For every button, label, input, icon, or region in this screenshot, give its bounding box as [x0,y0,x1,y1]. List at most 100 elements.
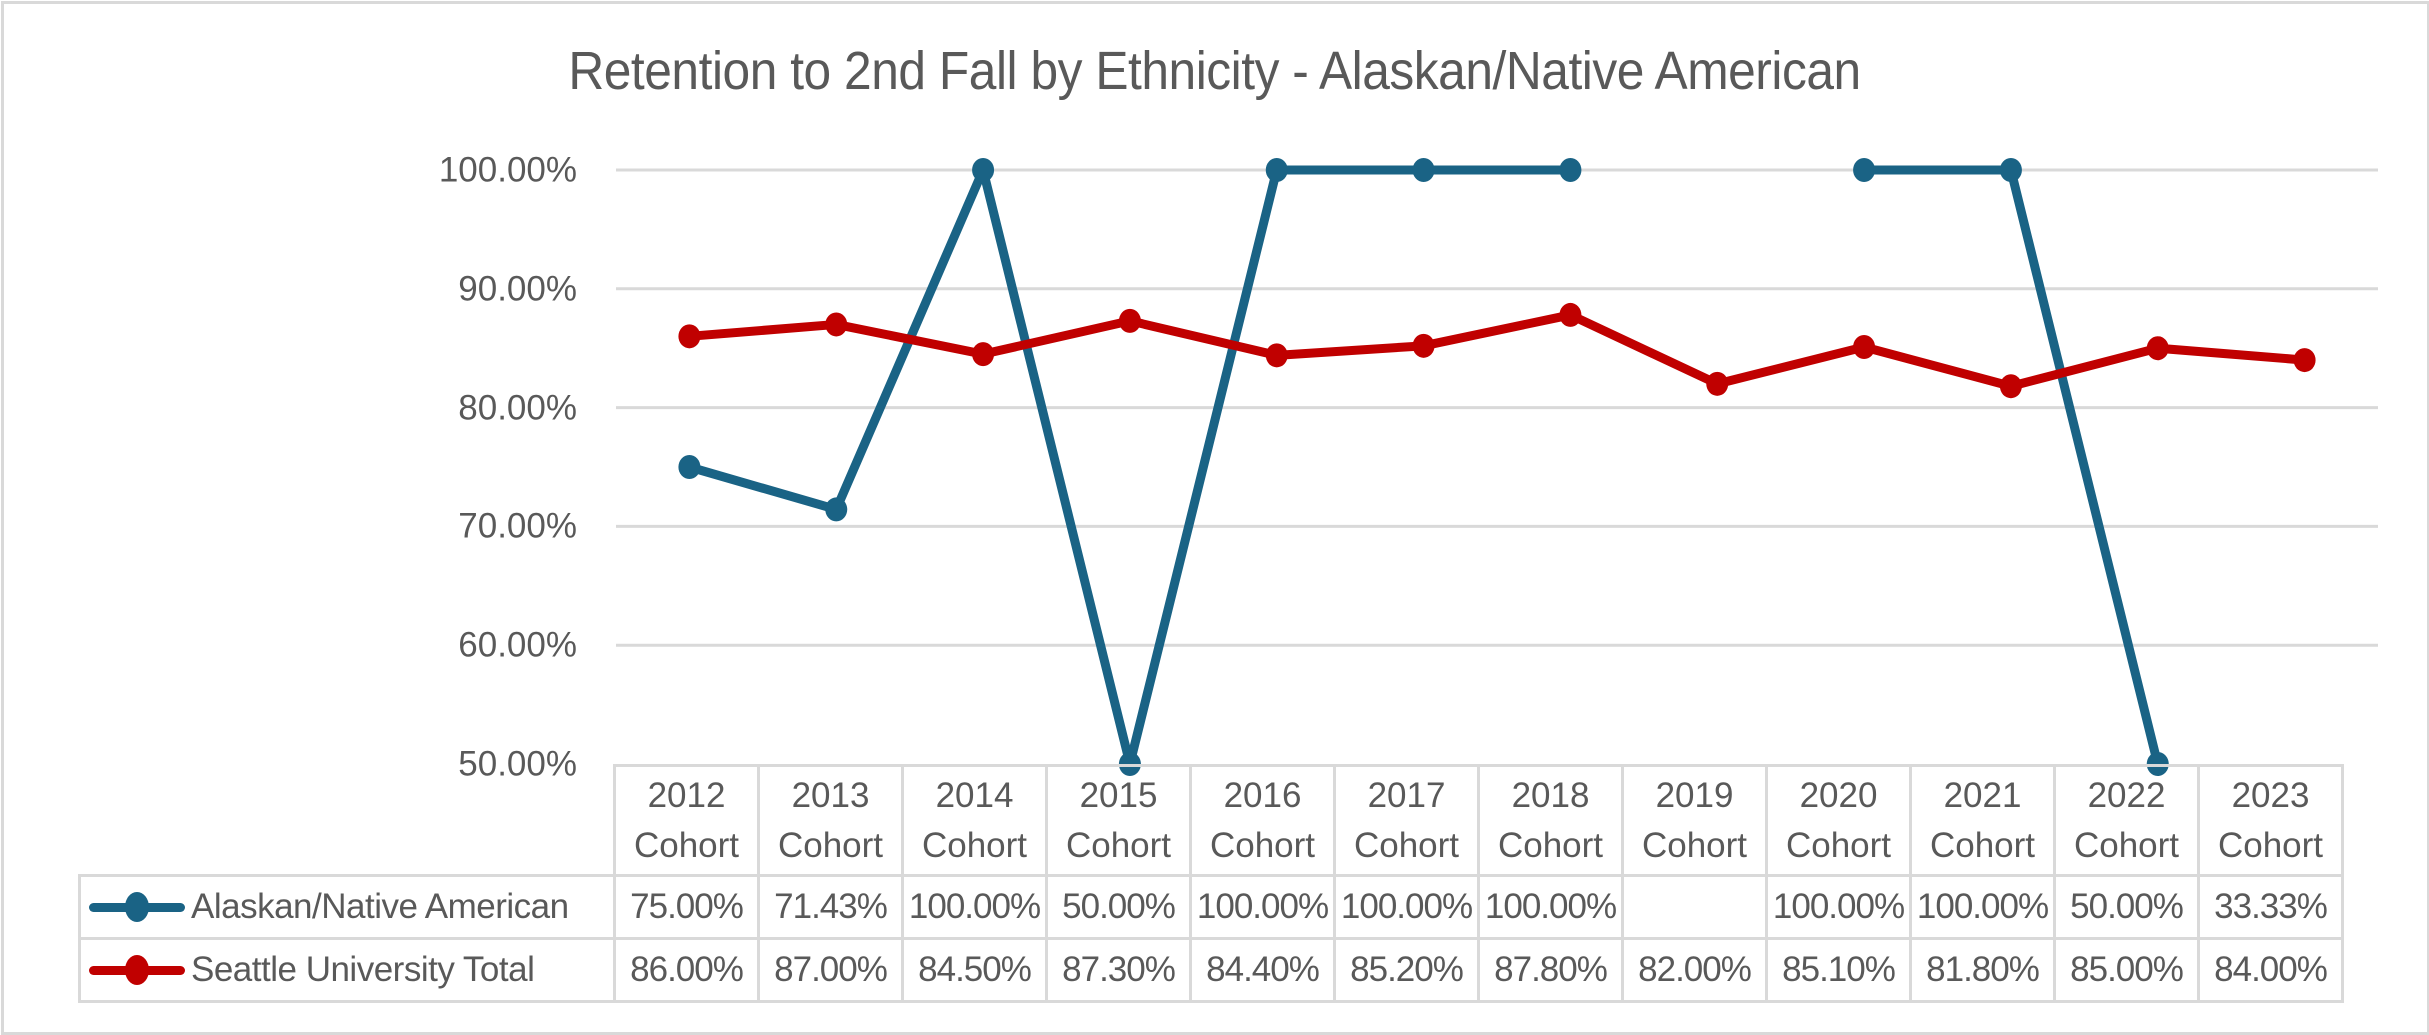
category-suffix: Cohort [633,825,740,865]
data-table-cell [1621,874,1768,940]
data-table-cell: 50.00% [2053,874,2200,940]
y-tick-label: 100.00% [438,150,577,190]
data-point-marker[interactable] [1999,158,2022,182]
data-table-row: Alaskan/Native American 75.00% 71.43% 100.0… [78,874,2344,940]
data-table-cell: 81.80% [1909,937,2056,1003]
y-tick-label: 70.00% [458,506,577,546]
data-table-cell: 50.00% [1045,874,1192,940]
category-suffix: Cohort [1065,825,1172,865]
data-point-marker[interactable] [1853,335,1876,360]
data-point-marker[interactable] [678,455,701,479]
category-header: 2018 Cohort [1477,764,1624,877]
y-tick-label: 90.00% [458,269,577,309]
data-table-cell: 33.33% [2197,874,2344,940]
y-tick-label: 80.00% [458,388,577,428]
category-year: 2018 [1511,775,1590,815]
category-header: 2013 Cohort [757,764,904,877]
data-point-marker[interactable] [1559,158,1582,182]
category-year: 2021 [1943,775,2022,815]
category-header: 2021 Cohort [1909,764,2056,877]
category-suffix: Cohort [777,825,884,865]
data-table-row: Seattle University Total 86.00% 87.00% 84.5… [78,937,2344,1003]
data-table-cell: 85.10% [1765,937,1912,1003]
legend-entry[interactable]: Seattle University Total [78,937,616,1003]
data-table-cell: 87.80% [1477,937,1624,1003]
data-table-cell: 82.00% [1621,937,1768,1003]
data-table-corner [79,765,616,877]
data-point-marker[interactable] [1118,308,1141,333]
data-point-marker[interactable] [678,324,701,349]
category-suffix: Cohort [1209,825,1316,865]
data-table: 2012 Cohort 2013 Cohort 2014 Cohort 2015 Cohort… [78,764,2344,1003]
series-line [688,165,1571,769]
category-year: 2015 [1079,775,1158,815]
category-suffix: Cohort [921,825,1028,865]
data-point-marker[interactable] [1412,158,1435,182]
data-table-cell: 75.00% [613,874,760,940]
category-year: 2019 [1655,775,1734,815]
data-point-marker[interactable] [2293,348,2316,373]
data-table-cell: 71.43% [757,874,904,940]
legend-label: Alaskan/Native American [191,887,569,926]
category-header: 2016 Cohort [1189,764,1336,877]
category-suffix: Cohort [1641,825,1748,865]
category-year: 2023 [2231,775,2310,815]
category-header: 2012 Cohort [613,764,760,877]
legend-line-marker-icon [89,892,185,922]
legend-line-marker-icon [89,955,185,985]
series-alaskan-native-american [678,158,2169,776]
data-table-cell: 100.00% [1189,874,1336,940]
data-point-marker[interactable] [825,497,848,522]
category-year: 2016 [1223,775,1302,815]
data-table-cell: 86.00% [613,937,760,1003]
series-line [1864,165,2163,766]
category-suffix: Cohort [1785,825,1892,865]
legend-label: Seattle University Total [191,950,535,989]
category-year: 2017 [1367,775,1446,815]
data-point-marker[interactable] [972,342,995,367]
data-table-cell: 84.00% [2197,937,2344,1003]
category-suffix: Cohort [1353,825,1460,865]
data-table-cell: 85.00% [2053,937,2200,1003]
data-table-header-row: 2012 Cohort 2013 Cohort 2014 Cohort 2015 Cohort… [79,764,2344,877]
category-suffix: Cohort [2217,825,2324,865]
series-lines [678,158,2316,776]
category-year: 2012 [647,775,726,815]
data-point-marker[interactable] [1706,371,1729,396]
data-point-marker[interactable] [825,312,848,337]
data-table-cell: 84.50% [901,937,1048,1003]
category-header: 2023 Cohort [2197,764,2344,877]
data-table-cell: 87.30% [1045,937,1192,1003]
category-year: 2020 [1799,775,1878,815]
data-point-marker[interactable] [1412,333,1435,358]
data-table-cell: 84.40% [1189,937,1336,1003]
series-line [689,310,2305,391]
data-point-marker[interactable] [1853,158,1876,182]
chart-title: Retention to 2nd Fall by Ethnicity - Ala… [568,41,1861,101]
category-header: 2020 Cohort [1765,764,1912,877]
series-seattle-university-total [678,302,2316,399]
data-point-marker[interactable] [1559,302,1582,327]
data-point-marker[interactable] [1265,158,1288,182]
legend-entry[interactable]: Alaskan/Native American [78,874,616,940]
data-table-cell: 100.00% [901,874,1048,940]
category-year: 2013 [791,775,870,815]
data-table-cell: 100.00% [1765,874,1912,940]
data-table-cell: 100.00% [1909,874,2056,940]
data-table-cell: 100.00% [1333,874,1480,940]
data-table-cell: 87.00% [757,937,904,1003]
data-table-cell: 85.20% [1333,937,1480,1003]
data-table-cell: 100.00% [1477,874,1624,940]
category-year: 2022 [2087,775,2166,815]
category-header: 2015 Cohort [1045,764,1192,877]
category-header: 2019 Cohort [1621,764,1768,877]
category-header: 2022 Cohort [2053,764,2200,877]
category-suffix: Cohort [1497,825,1604,865]
data-point-marker[interactable] [2146,336,2169,361]
category-header: 2014 Cohort [901,764,1048,877]
data-point-marker[interactable] [1265,343,1288,368]
category-suffix: Cohort [2073,825,2180,865]
data-point-marker[interactable] [1999,374,2022,399]
data-point-marker[interactable] [972,158,995,182]
